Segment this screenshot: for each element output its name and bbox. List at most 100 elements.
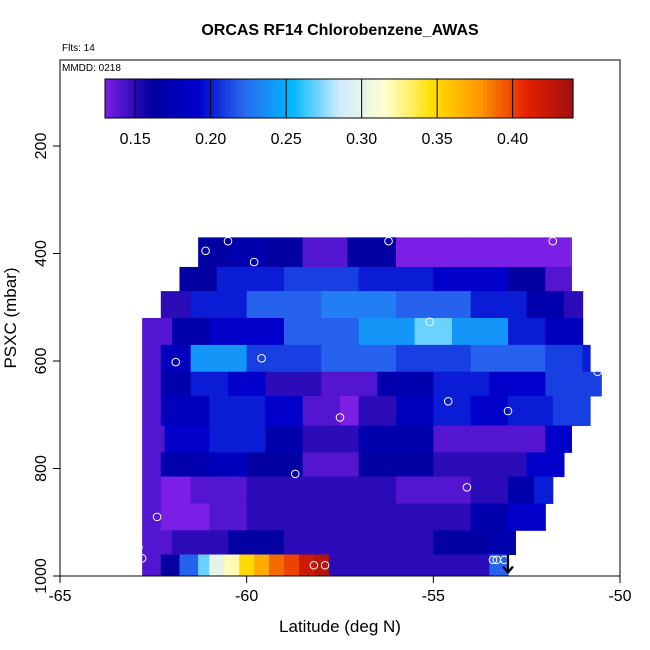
heatmap-cell [284, 530, 360, 555]
sample-point [548, 236, 558, 246]
heatmap-cell [358, 318, 416, 346]
x-tick-label: -55 [422, 588, 445, 605]
heatmap-cell [452, 318, 509, 346]
colorbar-swatch [147, 79, 153, 118]
heatmap-cell [545, 318, 584, 346]
colorbar-swatch [495, 79, 500, 118]
colorbar-swatch [393, 79, 399, 118]
colorbar-swatch [545, 79, 551, 118]
sample-point [503, 406, 513, 416]
colorbar-swatch [140, 79, 145, 118]
heatmap-cell [302, 395, 330, 426]
heatmap-cell [470, 503, 509, 531]
heatmap-cell [142, 425, 166, 453]
heatmap-cell [396, 554, 472, 577]
colorbar-tick-label: 0.15 [120, 131, 151, 148]
heatmap-cell [534, 476, 554, 504]
sample-point [223, 236, 233, 246]
colorbar-swatch [346, 79, 352, 118]
heatmap-cell [526, 452, 565, 478]
heatmap-cell [142, 452, 162, 478]
colorbar-tick-label: 0.35 [422, 131, 453, 148]
heatmap-cell [508, 395, 554, 426]
colorbar-swatch [358, 79, 363, 118]
heatmap-cell [160, 503, 210, 531]
colorbar-swatch [491, 79, 496, 118]
chart-title: ORCAS RF14 Chlorobenzene_AWAS [201, 22, 479, 39]
heatmap-cell [470, 554, 490, 577]
heatmap-cell [564, 291, 584, 319]
colorbar-swatch [233, 79, 239, 118]
colorbar-swatch [502, 79, 508, 118]
colorbar-swatch [214, 79, 219, 118]
heatmap-cell [414, 503, 472, 531]
colorbar-swatch [354, 79, 360, 118]
heatmap-cell [228, 371, 266, 397]
y-tick-label: 800 [33, 455, 50, 482]
colorbar-swatch [459, 79, 465, 118]
heatmap-cell [246, 452, 304, 478]
colorbar-swatch [569, 79, 574, 118]
heatmap-cell [396, 476, 472, 504]
colorbar-swatch [526, 79, 531, 118]
heatmap-cell [321, 476, 397, 504]
sample-point [290, 469, 300, 479]
sample-point [152, 512, 162, 522]
heatmap-cell [164, 425, 210, 453]
colorbar-swatch [557, 79, 562, 118]
colorbar-swatch [549, 79, 555, 118]
colorbar-swatch [120, 79, 126, 118]
x-tick-label: -60 [235, 588, 258, 605]
colorbar-swatch [296, 79, 301, 118]
colorbar-swatch [105, 79, 110, 118]
heatmap-cell [582, 344, 591, 373]
colorbar-swatch [397, 79, 402, 118]
colorbar-swatch [561, 79, 566, 118]
sample-point [249, 257, 259, 267]
colorbar-swatch [315, 79, 321, 118]
sample-point [171, 357, 181, 367]
colorbar-swatch [537, 79, 543, 118]
heatmap-cell [545, 425, 572, 453]
heatmap-cell [508, 476, 535, 504]
y-axis: 200 400 600 800 1000 [33, 133, 61, 594]
heatmap-cell [396, 291, 472, 319]
sample-point [309, 560, 319, 570]
heatmap-cell [470, 395, 509, 426]
x-tick-label: -65 [48, 588, 71, 605]
colorbar-tick-label: 0.30 [346, 131, 377, 148]
flights-annotation: Flts: 14 [62, 43, 95, 54]
heatmap-cell [142, 344, 162, 373]
colorbar-swatch [522, 79, 527, 118]
colorbar-swatch [350, 79, 356, 118]
colorbar-swatch [183, 79, 188, 118]
heatmap-cell [265, 395, 304, 426]
colorbar-swatch [159, 79, 165, 118]
heatmap-cell [142, 476, 162, 504]
colorbar-swatch [413, 79, 418, 118]
colorbar-swatch [264, 79, 270, 118]
heatmap-cell [508, 318, 546, 346]
colorbar-swatch [190, 79, 196, 118]
heatmap-cell [179, 554, 199, 577]
colorbar-swatch [420, 79, 426, 118]
heatmap-cell [470, 291, 528, 319]
colorbar-swatch [136, 79, 141, 118]
colorbar-swatch [553, 79, 558, 118]
sample-point [257, 354, 266, 363]
heatmap-cell [302, 503, 360, 531]
sample-point [425, 317, 434, 327]
colorbar-swatch [487, 79, 492, 118]
colorbar-swatch [202, 79, 207, 118]
colorbar-swatch [541, 79, 547, 118]
heatmap-cell [284, 266, 360, 292]
heatmap-cell [246, 291, 322, 319]
heatmap-cell [328, 395, 341, 426]
heatmap-cell [489, 371, 546, 397]
colorbar-swatch [436, 79, 441, 118]
y-tick-label: 600 [33, 348, 50, 375]
heatmap-cell [142, 395, 162, 426]
heatmap-cell [228, 530, 285, 555]
heatmap-cell [265, 371, 322, 397]
heatmap-cell [160, 476, 192, 504]
